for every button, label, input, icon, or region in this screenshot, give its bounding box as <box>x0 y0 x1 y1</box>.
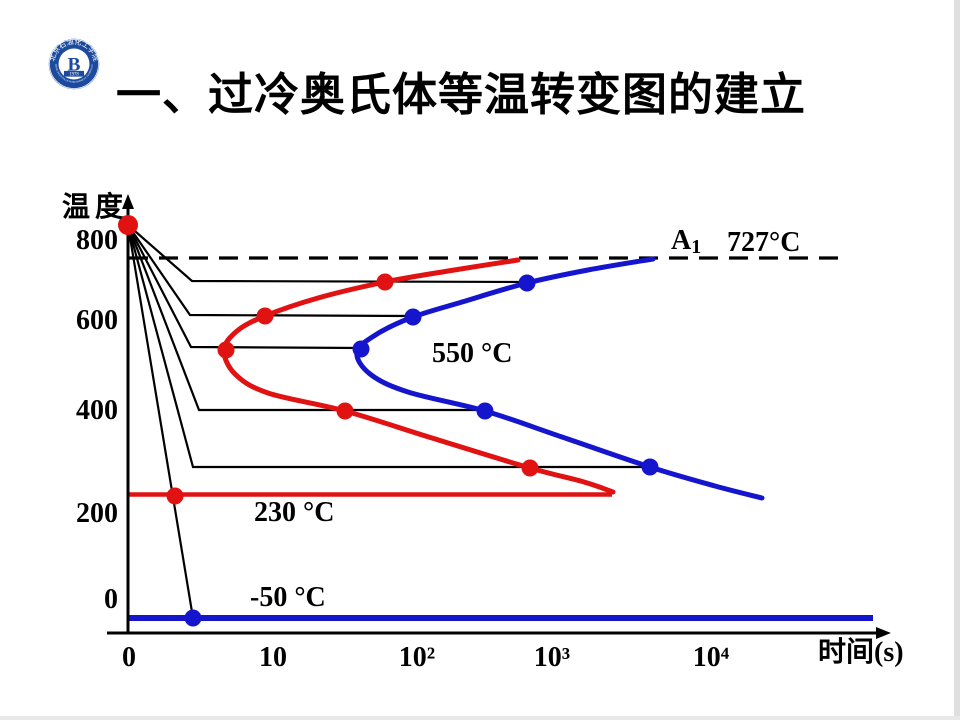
transformation-end-point <box>641 458 659 476</box>
x-tick-label: 0 <box>122 642 136 673</box>
school-logo: 北京石油化工学院 BEIJING INSTITUTE OF PETROCHEMI… <box>38 28 101 90</box>
y-tick-label: 200 <box>76 498 118 529</box>
cooling-hold-path-2 <box>127 224 414 318</box>
x-tick-label: 10⁴ <box>693 642 730 673</box>
x-axis-title: 时间(s) <box>818 636 904 668</box>
logo-monogram: B <box>68 54 81 75</box>
logo-year-banner <box>63 70 85 77</box>
austenitizing-point <box>118 215 138 235</box>
y-axis-title: 温度 <box>62 191 128 223</box>
x-axis-arrow <box>876 627 891 639</box>
screenshot-right-edge <box>954 0 960 720</box>
x-tick-label: 10 <box>259 642 287 673</box>
annotation-A1: A1 <box>671 225 701 258</box>
transformation-end-point <box>518 274 536 292</box>
screenshot-bottom-edge <box>0 716 960 720</box>
y-tick-label: 600 <box>76 305 118 336</box>
cooling-hold-path-4 <box>126 224 485 412</box>
transformation-end-point <box>184 609 202 627</box>
logo-year: 1978 <box>69 72 79 77</box>
logo-ring-border <box>49 39 99 89</box>
annotation-minus50C: -50 °C <box>250 582 326 613</box>
transformation-start-point <box>336 402 354 420</box>
y-tick-label: 800 <box>76 225 118 256</box>
transformation-end-point <box>404 308 422 326</box>
cooling-hold-path-6 <box>126 224 195 619</box>
transformation-start-point <box>166 487 184 505</box>
transformation-start-point <box>256 307 274 325</box>
annotation-727C: 727°C <box>727 227 800 258</box>
annotation-230C: 230 °C <box>254 497 334 528</box>
slide-title: 一、过冷奥氏体等温转变图的建立 <box>116 70 807 120</box>
x-tick-label: 10³ <box>534 642 570 673</box>
cooling-hold-path-3 <box>127 224 362 350</box>
transformation-start-point <box>521 459 539 477</box>
transformation-start-point <box>376 273 394 291</box>
cooling-hold-path-5 <box>126 224 650 469</box>
transformation-end-curve <box>354 256 765 501</box>
transformation-end-point <box>352 340 370 358</box>
annotation-550C: 550 °C <box>432 338 512 369</box>
transformation-start-curve <box>221 257 616 495</box>
cooling-hold-path-1 <box>127 224 528 284</box>
transformation-end-point <box>476 402 494 420</box>
transformation-start-point <box>217 341 235 359</box>
y-axis-arrow <box>122 194 134 209</box>
x-tick-label: 10² <box>399 642 435 673</box>
y-tick-label: 400 <box>76 395 118 426</box>
y-tick-label: 0 <box>104 584 118 615</box>
